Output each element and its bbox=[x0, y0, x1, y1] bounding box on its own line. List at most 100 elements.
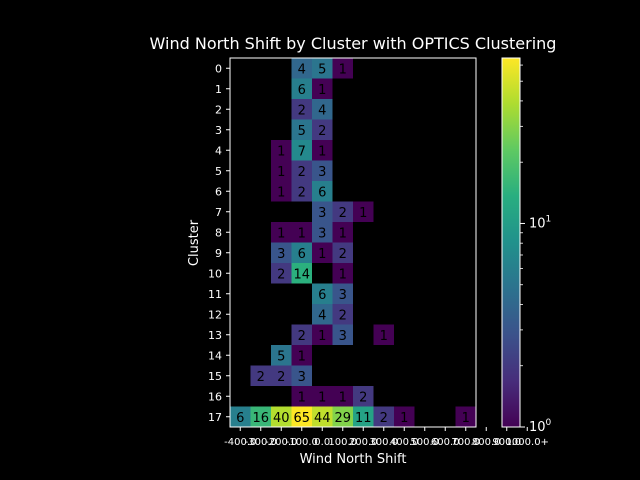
cell-count-label: 2 bbox=[359, 390, 367, 405]
chart-title: Wind North Shift by Cluster with OPTICS … bbox=[150, 34, 557, 53]
x-ticks: -400.0-300.0-200.0-100.00.0100.0200.0300… bbox=[224, 427, 549, 448]
heatmap-cell bbox=[271, 222, 292, 243]
plot-frame bbox=[229, 57, 477, 428]
cell-count-label: 2 bbox=[339, 308, 347, 323]
cell-count-label: 1 bbox=[277, 165, 285, 180]
cell-count-label: 1 bbox=[277, 144, 285, 159]
cell-count-label: 3 bbox=[318, 226, 326, 241]
cell-count-label: 2 bbox=[298, 185, 306, 200]
y-tick-label: 4 bbox=[215, 144, 222, 157]
y-tick-label: 9 bbox=[215, 247, 222, 260]
cell-count-label: 6 bbox=[298, 247, 306, 262]
y-tick-label: 17 bbox=[208, 411, 222, 424]
heatmap-cell bbox=[312, 99, 333, 120]
heatmap-cell bbox=[312, 140, 333, 161]
colorbar-tick-label: 100 bbox=[529, 418, 552, 435]
cell-count-label: 16 bbox=[252, 411, 269, 426]
cell-count-label: 1 bbox=[318, 247, 326, 262]
heatmap-cell bbox=[312, 324, 333, 345]
heatmap-cell bbox=[250, 406, 271, 427]
x-tick-label: 1000.0+ bbox=[506, 437, 549, 448]
heatmap-cell bbox=[271, 365, 292, 386]
cell-count-label: 2 bbox=[339, 206, 347, 221]
y-tick-label: 11 bbox=[208, 288, 222, 301]
y-tick-label: 12 bbox=[208, 308, 222, 321]
cell-count-label: 1 bbox=[462, 411, 470, 426]
heatmap-cell bbox=[271, 181, 292, 202]
heatmap-cell bbox=[312, 160, 333, 181]
heatmap-cell bbox=[312, 78, 333, 99]
heatmap-cell bbox=[332, 386, 353, 407]
y-tick-label: 8 bbox=[215, 226, 222, 239]
cell-count-label: 2 bbox=[339, 247, 347, 262]
heatmap-cell bbox=[291, 119, 312, 140]
heatmap-cell bbox=[332, 263, 353, 284]
heatmap-cell bbox=[271, 345, 292, 366]
cell-count-label: 6 bbox=[298, 83, 306, 98]
cell-count-label: 1 bbox=[400, 411, 408, 426]
heatmap-cells: 4 5 16 12 45 21 7 11 2 31 2 63 2 11 1 3 13 6 1 22 14 16 34 22 1 3… bbox=[230, 58, 476, 427]
cell-count-label: 44 bbox=[314, 411, 331, 426]
cell-count-label: 5 bbox=[298, 124, 306, 139]
cell-count-label: 11 bbox=[355, 411, 372, 426]
heatmap-cell bbox=[291, 386, 312, 407]
cell-count-label: 2 bbox=[277, 267, 285, 282]
heatmap-cell bbox=[291, 365, 312, 386]
heatmap-cell bbox=[332, 201, 353, 222]
y-tick-label: 0 bbox=[215, 62, 222, 75]
x-tick-label: 800.0 bbox=[472, 437, 501, 448]
cell-count-label: 2 bbox=[298, 329, 306, 344]
cell-count-label: 1 bbox=[339, 62, 347, 77]
cell-count-label: 3 bbox=[318, 206, 326, 221]
heatmap-cell bbox=[271, 242, 292, 263]
heatmap-cell bbox=[291, 99, 312, 120]
heatmap-cell bbox=[353, 386, 374, 407]
x-tick-label: 100.0 bbox=[328, 437, 357, 448]
heatmap-cell bbox=[312, 283, 333, 304]
x-tick-label: 500.0 bbox=[410, 437, 439, 448]
heatmap-cell bbox=[353, 201, 374, 222]
heatmap-cell bbox=[312, 58, 333, 79]
cell-count-label: 1 bbox=[298, 390, 306, 405]
cell-count-label: 7 bbox=[298, 144, 306, 159]
cell-count-label: 1 bbox=[318, 329, 326, 344]
cell-count-label: 1 bbox=[318, 390, 326, 405]
heatmap-cell bbox=[455, 406, 476, 427]
cell-count-label: 4 bbox=[318, 103, 326, 118]
heatmap-cell bbox=[230, 406, 251, 427]
cell-count-label: 2 bbox=[318, 124, 326, 139]
heatmap-cell bbox=[250, 365, 271, 386]
cell-count-label: 3 bbox=[339, 329, 347, 344]
heatmap-cell bbox=[291, 242, 312, 263]
heatmap-cell bbox=[312, 386, 333, 407]
cell-count-label: 3 bbox=[277, 247, 285, 262]
cell-count-label: 1 bbox=[277, 185, 285, 200]
cell-count-label: 29 bbox=[334, 411, 351, 426]
heatmap-cell bbox=[271, 140, 292, 161]
heatmap-cell bbox=[332, 304, 353, 325]
heatmap-cell bbox=[332, 222, 353, 243]
y-tick-label: 7 bbox=[215, 206, 222, 219]
heatmap-cell bbox=[291, 345, 312, 366]
cell-count-label: 1 bbox=[339, 267, 347, 282]
y-tick-label: 6 bbox=[215, 185, 222, 198]
colorbar-tick-label: 101 bbox=[529, 214, 551, 231]
cell-count-label: 1 bbox=[359, 206, 367, 221]
heatmap-cell bbox=[332, 242, 353, 263]
cell-count-label: 6 bbox=[318, 185, 326, 200]
heatmap-cell bbox=[332, 324, 353, 345]
y-tick-label: 14 bbox=[208, 349, 222, 362]
cell-count-label: 4 bbox=[298, 62, 306, 77]
heatmap-cell bbox=[291, 263, 312, 284]
x-tick-label: 200.0 bbox=[349, 437, 378, 448]
heatmap-cell bbox=[291, 140, 312, 161]
x-tick-label: -300.0 bbox=[245, 437, 277, 448]
cell-count-label: 2 bbox=[277, 370, 285, 385]
cell-count-label: 1 bbox=[339, 226, 347, 241]
y-axis-label: Cluster bbox=[187, 219, 202, 266]
heatmap-cell bbox=[353, 406, 374, 427]
cell-count-label: 1 bbox=[380, 329, 388, 344]
cell-count-label: 1 bbox=[318, 144, 326, 159]
heatmap-cell bbox=[332, 58, 353, 79]
